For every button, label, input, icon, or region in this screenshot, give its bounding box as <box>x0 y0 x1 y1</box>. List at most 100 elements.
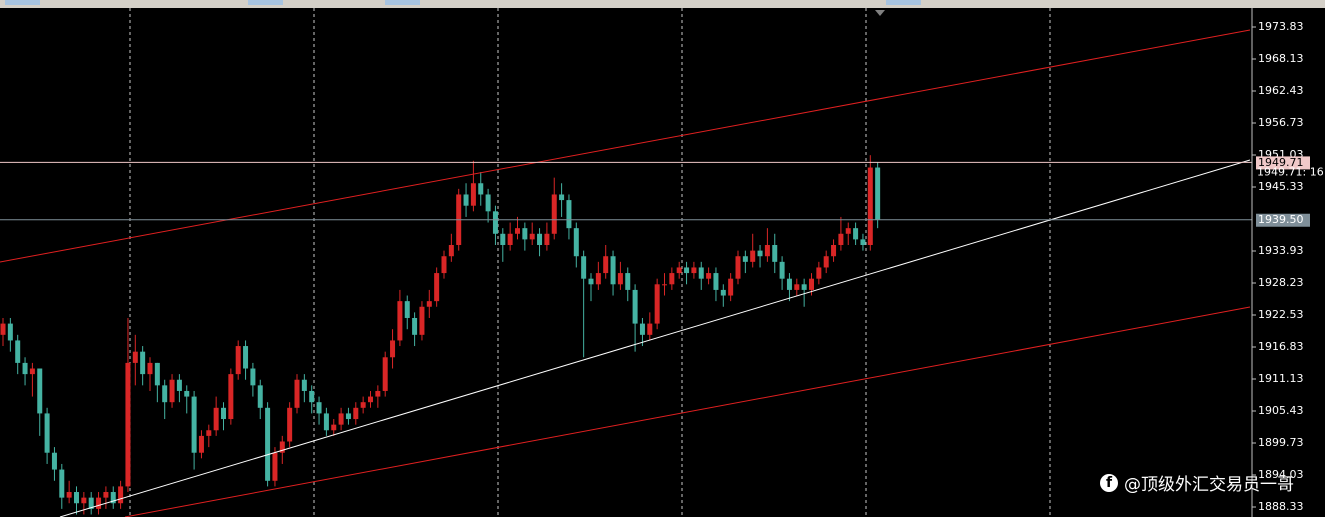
candle-body <box>500 233 506 246</box>
price-level-box <box>1256 213 1310 227</box>
candle-body <box>74 492 79 504</box>
candle-body <box>610 256 616 285</box>
candle-body <box>235 346 241 375</box>
candle-body <box>632 289 638 324</box>
candle-body <box>88 497 94 509</box>
candle-body <box>382 357 388 391</box>
candle-body <box>368 396 373 403</box>
price-level-box <box>1256 156 1310 170</box>
candle-body <box>595 273 601 285</box>
candle-body <box>287 407 293 442</box>
y-tick-label: 1973.83 <box>1258 20 1304 33</box>
candle-body <box>559 194 565 201</box>
candle-body <box>809 278 814 290</box>
price-axis-labels: 1973.831968.131962.431956.731951.031945.… <box>1252 20 1324 513</box>
candle-body <box>639 323 645 335</box>
candle-body <box>390 340 396 358</box>
candles <box>0 155 881 515</box>
candle-body <box>720 289 726 296</box>
toolbar-tab <box>248 0 283 5</box>
candle-body <box>544 233 550 246</box>
candle-body <box>441 256 447 274</box>
candle-body <box>44 413 50 453</box>
channel-lower <box>124 306 1251 517</box>
candle-body <box>529 233 535 240</box>
candle-body <box>684 267 690 274</box>
candle-body <box>110 492 116 504</box>
candle-body <box>176 379 182 391</box>
toolbar-tab <box>886 0 921 5</box>
candle-body <box>728 278 734 296</box>
candle-body <box>162 385 168 403</box>
candle-body <box>22 362 28 375</box>
candle-body <box>786 278 792 290</box>
candle-body <box>867 167 873 246</box>
candle-body <box>169 379 175 403</box>
candle-body <box>323 413 329 431</box>
candle-body <box>353 407 359 420</box>
candle-body <box>250 368 256 386</box>
candle-body <box>566 200 572 229</box>
candle-body <box>228 374 234 420</box>
candle-body <box>404 301 410 318</box>
y-tick-label: 1911.13 <box>1258 372 1304 385</box>
shift-marker <box>875 10 885 16</box>
candle-body <box>198 435 204 453</box>
toolbar-tab <box>5 0 40 5</box>
candle-body <box>647 323 653 335</box>
candle-body <box>213 407 219 431</box>
y-tick-label: 1928.23 <box>1258 276 1304 289</box>
candle-body <box>573 228 579 257</box>
candle-body <box>140 351 146 375</box>
candle-body <box>301 379 307 391</box>
watermark: f @顶级外汇交易员一哥 <box>1100 470 1294 495</box>
candle-body <box>801 284 807 290</box>
candle-body <box>713 273 719 290</box>
candle-body <box>375 390 381 397</box>
candle-body <box>125 362 131 487</box>
candle-body <box>816 267 822 279</box>
toolbar <box>0 0 1325 8</box>
candle-body <box>426 301 432 307</box>
candle-body <box>338 413 344 425</box>
price-levels <box>0 161 1252 221</box>
candle-body <box>750 250 756 262</box>
candle-body <box>81 497 87 504</box>
candle-body <box>184 390 190 397</box>
candle-body <box>103 492 109 498</box>
candle-body <box>470 183 476 206</box>
price-axis <box>1252 8 1325 517</box>
candle-body <box>757 250 763 257</box>
candle-body <box>669 273 675 285</box>
candle-body <box>51 452 57 470</box>
candle-body <box>654 284 660 324</box>
vertical-grid <box>129 8 1051 517</box>
candle-body <box>588 278 594 285</box>
candle-body <box>0 323 6 335</box>
candle-body <box>831 245 837 257</box>
candle-body <box>662 284 667 286</box>
candle-body <box>735 256 741 279</box>
candle-body <box>132 351 138 363</box>
candle-body <box>272 452 278 481</box>
candle-body <box>59 469 65 498</box>
candle-body <box>360 402 366 408</box>
candle-body <box>96 497 102 509</box>
candle-body <box>492 211 498 234</box>
candle-body <box>691 267 697 274</box>
candle-body <box>316 402 322 414</box>
candle-body <box>823 256 829 268</box>
candle-body <box>537 233 543 246</box>
y-tick-label: 1922.53 <box>1258 308 1304 321</box>
candle-body <box>772 245 778 262</box>
candle-body <box>478 183 484 195</box>
candle-body <box>257 385 263 408</box>
annotation: 1949.71: 16 <box>1257 165 1324 178</box>
candle-body <box>29 368 35 375</box>
toolbar-tab <box>385 0 420 5</box>
y-tick-label: 1945.33 <box>1258 180 1304 193</box>
candle-body <box>118 486 124 504</box>
y-tick-label: 1962.43 <box>1258 84 1304 97</box>
candle-body <box>838 233 844 246</box>
